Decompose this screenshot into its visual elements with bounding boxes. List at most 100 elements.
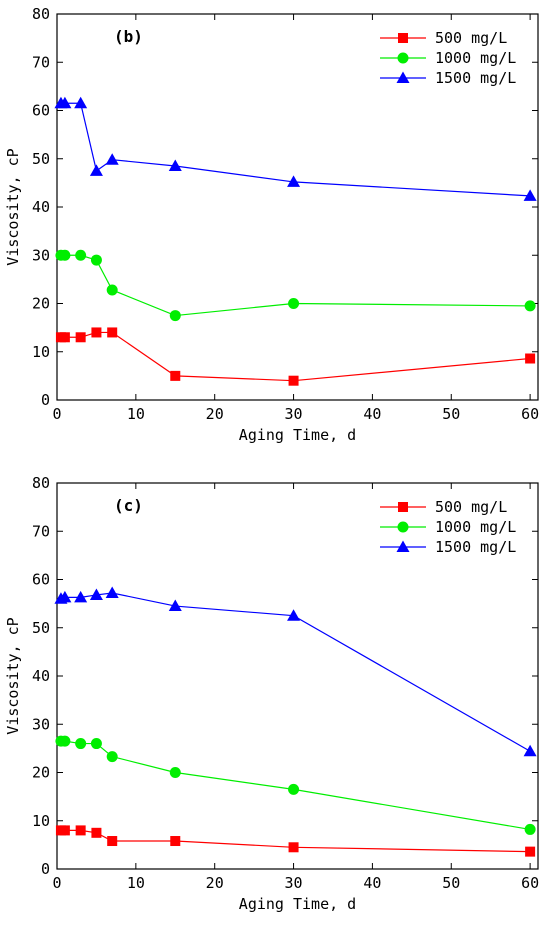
data-point xyxy=(106,751,118,763)
data-point xyxy=(59,332,70,343)
data-point xyxy=(59,735,71,747)
x-tick-label: 10 xyxy=(127,874,145,892)
y-tick-label: 10 xyxy=(32,343,50,361)
x-tick-label: 30 xyxy=(285,874,303,892)
data-point xyxy=(169,310,181,322)
data-point xyxy=(59,249,71,261)
data-point xyxy=(288,783,300,795)
x-axis-title: Aging Time, d xyxy=(239,895,356,913)
x-tick-label: 50 xyxy=(442,405,460,423)
data-point xyxy=(287,609,301,621)
legend-marker xyxy=(396,540,410,552)
y-tick-label: 40 xyxy=(32,198,50,216)
data-point xyxy=(288,842,299,853)
x-tick-label: 0 xyxy=(52,405,61,423)
legend-label: 1000 mg/L xyxy=(435,49,516,67)
y-tick-label: 40 xyxy=(32,667,50,685)
data-point xyxy=(523,744,537,757)
y-tick-label: 80 xyxy=(32,474,50,492)
legend: 500 mg/L 1000 mg/L 1500 mg/L xyxy=(380,29,516,87)
y-tick-label: 0 xyxy=(41,391,50,409)
y-tick-label: 30 xyxy=(32,246,50,264)
y-tick-label: 30 xyxy=(32,715,50,733)
y-tick-label: 50 xyxy=(32,150,50,168)
data-point xyxy=(288,375,299,386)
legend-label: 1000 mg/L xyxy=(435,518,516,536)
data-point xyxy=(523,189,537,201)
panel-label: (c) xyxy=(114,496,143,515)
data-point xyxy=(75,249,87,261)
data-point xyxy=(75,738,87,750)
data-point xyxy=(89,588,103,600)
x-tick-label: 0 xyxy=(52,874,61,892)
data-point xyxy=(288,298,300,309)
data-point xyxy=(105,153,119,165)
y-axis-title: Viscosity, cP xyxy=(4,617,22,734)
panel-label: (b) xyxy=(114,27,143,46)
data-point xyxy=(75,825,86,836)
legend: 500 mg/L 1000 mg/L 1500 mg/L xyxy=(380,498,516,556)
y-tick-label: 70 xyxy=(32,53,50,71)
data-point xyxy=(524,823,536,835)
x-tick-label: 50 xyxy=(442,874,460,892)
y-tick-label: 20 xyxy=(32,764,50,782)
data-point xyxy=(107,836,118,847)
data-point xyxy=(59,825,70,836)
y-tick-label: 80 xyxy=(32,5,50,23)
legend-marker xyxy=(397,521,409,533)
data-point xyxy=(107,327,118,338)
legend-marker xyxy=(398,502,408,512)
data-point xyxy=(287,175,301,187)
data-point xyxy=(169,767,181,778)
data-point xyxy=(75,332,86,343)
legend-label: 1500 mg/L xyxy=(435,69,516,87)
chart-panel-b: 0 10 20 30 40 50 60 0 10 20 30 40 50 60 70 80 Aging Time… xyxy=(4,5,539,444)
x-tick-label: 20 xyxy=(206,405,224,423)
data-point xyxy=(58,590,72,603)
y-tick-label: 60 xyxy=(32,571,50,589)
data-point xyxy=(106,284,118,296)
y-tick-label: 60 xyxy=(32,102,50,120)
y-tick-label: 10 xyxy=(32,812,50,830)
y-axis-title: Viscosity, cP xyxy=(4,148,22,265)
y-tick-label: 0 xyxy=(41,860,50,878)
data-point xyxy=(105,586,119,599)
x-tick-label: 60 xyxy=(521,874,539,892)
x-axis-title: Aging Time, d xyxy=(239,426,356,444)
series-triangle xyxy=(54,96,537,201)
chart-panel-c: 0 10 20 30 40 50 60 0 10 20 30 40 50 60 70 80 Aging Time… xyxy=(4,474,539,913)
data-point xyxy=(89,164,103,176)
y-tick-label: 50 xyxy=(32,619,50,637)
series-circle xyxy=(55,735,536,835)
data-point xyxy=(91,327,102,338)
data-point xyxy=(168,599,182,612)
series-square xyxy=(55,825,536,857)
data-point xyxy=(525,846,536,857)
y-tick-label: 20 xyxy=(32,295,50,313)
y-tick-label: 70 xyxy=(32,522,50,540)
legend-marker xyxy=(398,33,408,43)
x-tick-label: 30 xyxy=(285,405,303,423)
data-point xyxy=(524,300,536,312)
data-point xyxy=(58,96,72,109)
legend-label: 1500 mg/L xyxy=(435,538,516,556)
legend-label: 500 mg/L xyxy=(435,498,507,516)
series-triangle xyxy=(54,586,537,757)
x-tick-label: 60 xyxy=(521,405,539,423)
legend-marker xyxy=(396,71,410,83)
data-point xyxy=(170,370,181,381)
data-point xyxy=(91,827,102,838)
x-tick-label: 40 xyxy=(363,874,381,892)
x-tick-label: 20 xyxy=(206,874,224,892)
x-tick-label: 10 xyxy=(127,405,145,423)
data-point xyxy=(90,738,102,750)
series-line xyxy=(60,331,531,382)
x-tick-label: 40 xyxy=(363,405,381,423)
data-point xyxy=(74,590,88,603)
legend-label: 500 mg/L xyxy=(435,29,507,47)
data-point xyxy=(170,836,181,847)
series-square xyxy=(55,327,536,386)
data-point xyxy=(90,254,102,266)
data-point xyxy=(168,159,182,171)
